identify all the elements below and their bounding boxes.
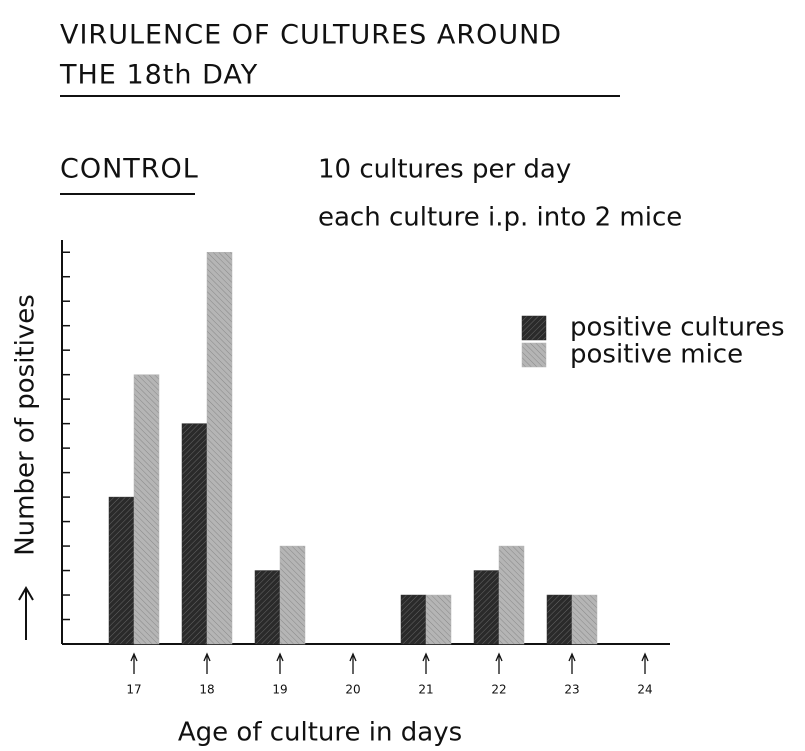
bar <box>108 496 135 645</box>
legend-label: positive cultures <box>570 313 785 343</box>
bar <box>400 594 427 645</box>
bar <box>133 374 160 645</box>
x-tick-arrow <box>349 652 357 662</box>
bar <box>206 251 233 645</box>
x-tick-label: 23 <box>564 683 579 697</box>
bar <box>181 423 208 645</box>
x-tick-label: 22 <box>491 683 506 697</box>
x-tick-label: 18 <box>199 683 214 697</box>
y-arrow <box>18 586 34 640</box>
bar <box>254 570 281 645</box>
annotation: each culture i.p. into 2 mice <box>318 203 682 233</box>
x-tick-label: 24 <box>637 683 652 697</box>
bar <box>425 594 452 645</box>
x-tick-arrow <box>495 652 503 662</box>
x-tick-arrow <box>276 652 284 662</box>
x-tick-arrow <box>568 652 576 662</box>
chart-title: VIRULENCE OF CULTURES AROUND <box>60 20 562 51</box>
legend-label: positive mice <box>570 340 743 370</box>
x-tick-arrow <box>130 652 138 662</box>
x-tick-arrow <box>203 652 211 662</box>
bar <box>279 545 306 645</box>
y-axis-label: Number of positives <box>11 294 41 556</box>
bar <box>498 545 525 645</box>
annotation: 10 cultures per day <box>318 155 571 185</box>
legend-swatch <box>521 315 547 341</box>
bar <box>546 594 573 645</box>
legend-swatch <box>521 342 547 368</box>
x-tick-label: 17 <box>126 683 141 697</box>
x-axis-label: Age of culture in days <box>178 718 462 748</box>
x-tick-label: 21 <box>418 683 433 697</box>
x-tick-arrow <box>422 652 430 662</box>
chart-title: THE 18th DAY <box>59 60 258 91</box>
x-tick-arrow <box>641 652 649 662</box>
x-tick-label: 19 <box>272 683 287 697</box>
x-tick-label: 20 <box>345 683 360 697</box>
bar <box>571 594 598 645</box>
subtitle: CONTROL <box>60 154 199 185</box>
bar <box>473 570 500 645</box>
